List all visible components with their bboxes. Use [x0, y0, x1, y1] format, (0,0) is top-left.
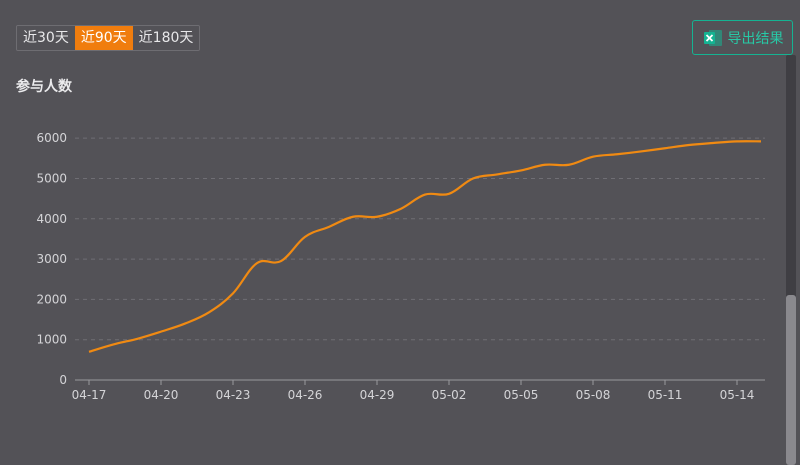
x-tick-label: 05-11 — [648, 388, 683, 402]
x-tick-label: 04-20 — [144, 388, 179, 402]
y-tick-label: 3000 — [36, 252, 67, 266]
x-tick-label: 04-26 — [288, 388, 323, 402]
y-tick-label: 5000 — [36, 171, 67, 185]
range-90-days-button[interactable]: 近90天 — [74, 26, 133, 50]
series-line — [88, 140, 762, 353]
x-tick-label: 05-08 — [576, 388, 611, 402]
y-tick-label: 0 — [59, 373, 67, 387]
x-tick-label: 05-05 — [504, 388, 539, 402]
range-180-days-button[interactable]: 近180天 — [132, 26, 200, 50]
x-tick-label: 04-29 — [360, 388, 395, 402]
y-tick-label: 1000 — [36, 333, 67, 347]
y-tick-label: 6000 — [36, 131, 67, 145]
vertical-scrollbar[interactable] — [786, 55, 796, 465]
export-label: 导出结果 — [727, 30, 784, 47]
chart-title: 参与人数 — [16, 79, 72, 95]
y-tick-label: 2000 — [36, 292, 67, 306]
range-30-days-button[interactable]: 近30天 — [17, 26, 75, 50]
x-tick-label: 04-17 — [72, 388, 107, 402]
y-tick-label: 4000 — [36, 212, 67, 226]
x-tick-label: 05-14 — [720, 388, 755, 402]
date-range-selector: 近30天 近90天 近180天 — [16, 25, 201, 51]
line-chart: 0 1000 2000 3000 4000 5000 6000 04-17 04-20 04-23… — [36, 131, 765, 402]
x-tick-label: 05-02 — [432, 388, 467, 402]
scrollbar-thumb[interactable] — [786, 295, 796, 465]
x-tick-label: 04-23 — [216, 388, 251, 402]
excel-icon — [703, 29, 722, 46]
export-results-button[interactable]: 导出结果 — [692, 20, 793, 55]
